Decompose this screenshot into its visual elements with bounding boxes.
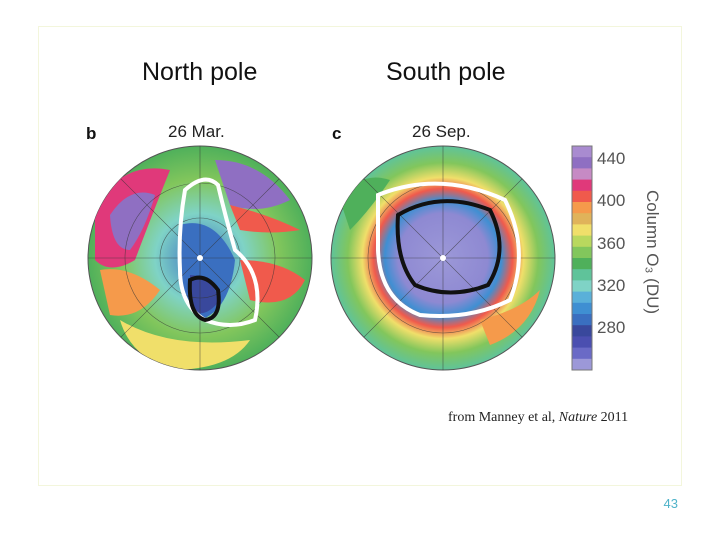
panel-date-south: 26 Sep.: [412, 122, 471, 141]
colorbar-swatch: [572, 179, 592, 192]
colorbar-swatch: [572, 280, 592, 293]
colorbar-title: Column O₃ (DU): [643, 190, 662, 315]
colorbar-swatch: [572, 224, 592, 237]
colorbar-swatch: [572, 358, 592, 371]
colorbar-swatch: [572, 235, 592, 248]
panel-letter-c: c: [332, 124, 342, 143]
colorbar-swatch: [572, 246, 592, 259]
colorbar-swatch: [572, 302, 592, 315]
panel-date-north: 26 Mar.: [168, 122, 225, 141]
colorbar-swatch: [572, 258, 592, 270]
colorbar-swatch: [572, 336, 592, 349]
colorbar-tick-360: 360: [597, 234, 626, 253]
colorbar-swatch: [572, 213, 592, 225]
ozone-figure: [87, 145, 593, 371]
south-pole-map: [330, 145, 556, 371]
slide-frame: [38, 26, 682, 486]
colorbar-swatch: [572, 202, 592, 214]
source-caption: from Manney et al, Nature 2011: [448, 410, 628, 426]
north-pole-map: [87, 145, 313, 371]
colorbar-swatch: [572, 146, 592, 158]
colorbar-swatch: [572, 269, 592, 281]
panel-letter-b: b: [86, 124, 97, 143]
colorbar-swatch: [572, 347, 592, 360]
colorbar-tick-400: 400: [597, 191, 626, 210]
colorbar-swatch: [572, 168, 592, 181]
caption-prefix: from Manney et al,: [448, 410, 559, 425]
colorbar-swatch: [572, 325, 592, 337]
caption-journal: Nature: [558, 410, 598, 425]
south-pole-title: South pole: [386, 58, 506, 86]
colorbar-tick-320: 320: [597, 276, 626, 295]
colorbar-tick-440: 440: [597, 149, 626, 168]
colorbar-swatch: [572, 190, 592, 203]
colorbar-border: [571, 145, 593, 371]
colorbar-swatch: [572, 157, 592, 169]
colorbar: [571, 145, 593, 371]
page-number: 43: [663, 496, 678, 511]
caption-year: 2011: [597, 410, 629, 425]
colorbar-tick-280: 280: [597, 318, 626, 337]
colorbar-swatch: [572, 291, 592, 304]
colorbar-swatch: [572, 314, 592, 326]
north-pole-title: North pole: [142, 58, 258, 86]
